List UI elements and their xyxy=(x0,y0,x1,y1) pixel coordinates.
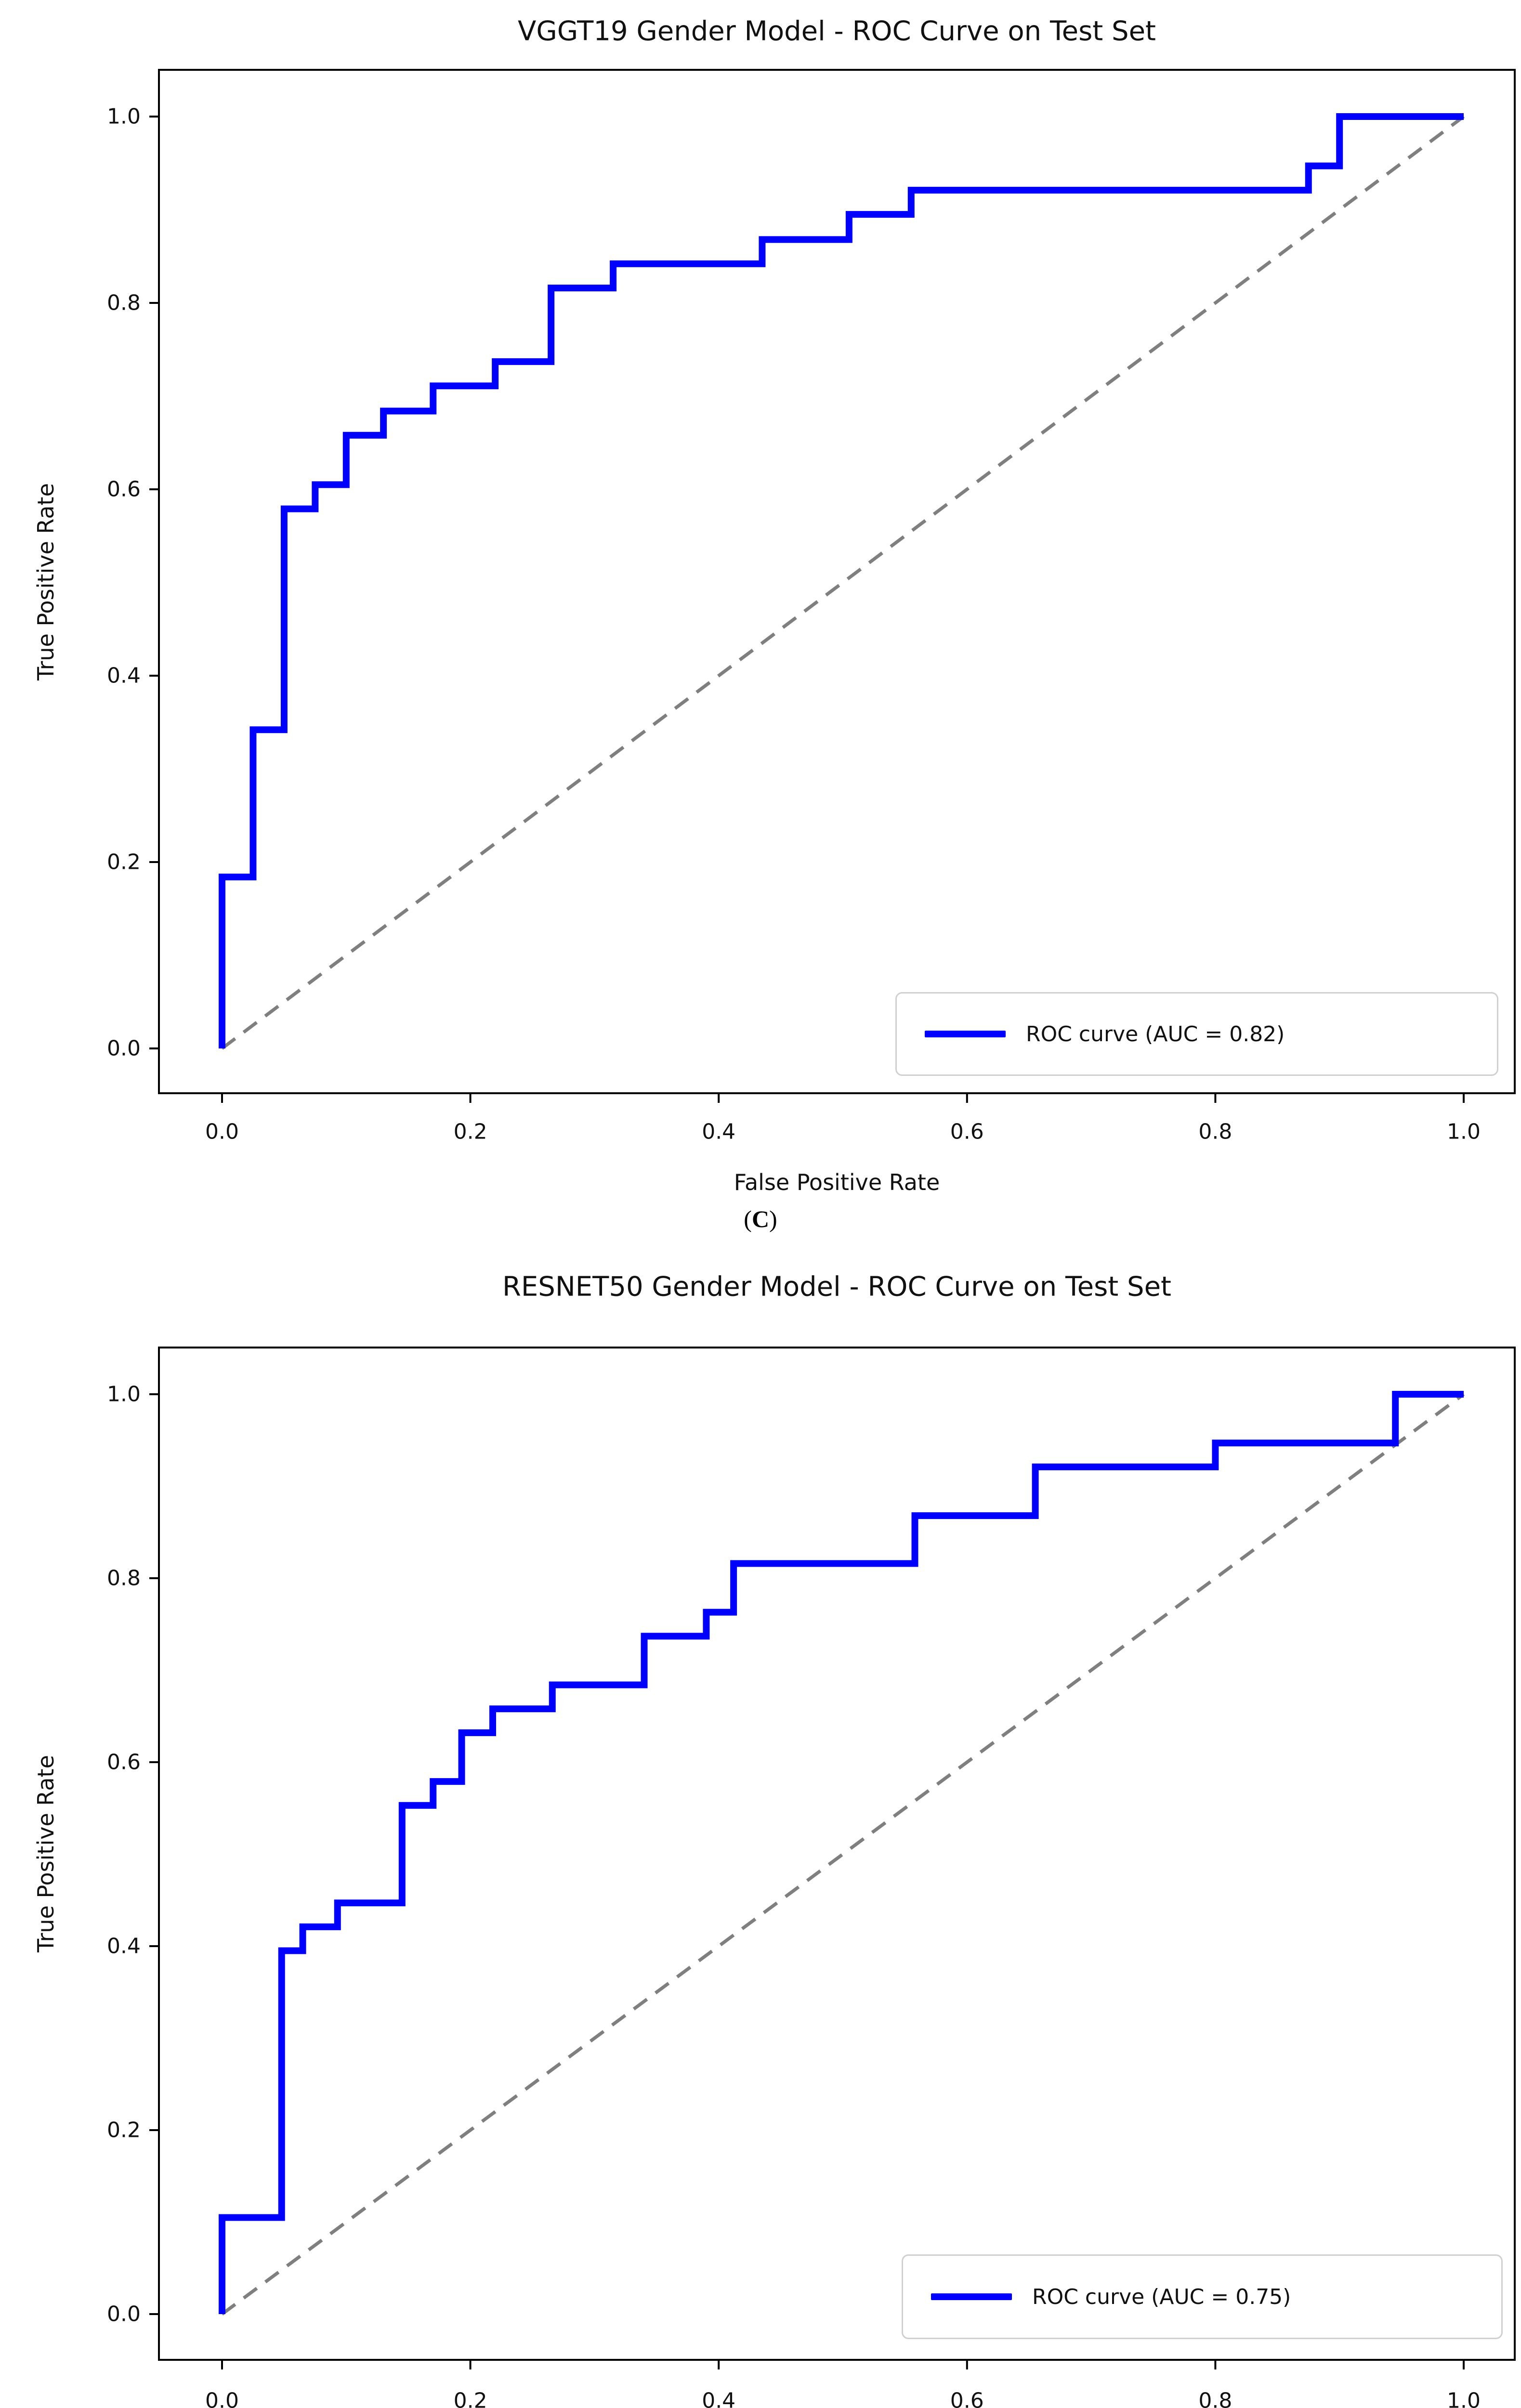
x-tick-label: 1.0 xyxy=(1447,1119,1481,1144)
y-tick-label: 1.0 xyxy=(107,1382,141,1407)
x-tick-label: 0.6 xyxy=(950,1119,984,1144)
x-tick-label: 0.2 xyxy=(453,2388,487,2408)
plot-d-title: RESNET50 Gender Model - ROC Curve on Tes… xyxy=(502,1271,1171,1303)
caption-c-letter: C xyxy=(751,1205,770,1232)
x-tick-label: 0.0 xyxy=(205,2388,239,2408)
x-tick-label: 1.0 xyxy=(1447,2388,1481,2408)
plot-c-legend: ROC curve (AUC = 0.82) xyxy=(895,992,1498,1076)
caption-c-open: ( xyxy=(744,1205,752,1232)
y-tick-label: 0.6 xyxy=(107,477,141,502)
caption-c-close: ) xyxy=(769,1205,777,1232)
y-tick-label: 0.0 xyxy=(107,2302,141,2327)
roc-curve-d xyxy=(219,1391,1464,2314)
x-tick-label: 0.4 xyxy=(702,2388,736,2408)
x-tick-label: 0.8 xyxy=(1198,2388,1233,2408)
y-tick-label: 0.8 xyxy=(107,1566,141,1591)
x-tick-label: 0.8 xyxy=(1198,1119,1233,1144)
plot-d-roc-curve-legend-swatch xyxy=(931,2293,1012,2300)
plot-d-legend: ROC curve (AUC = 0.75) xyxy=(902,2254,1503,2339)
plot-d-legend-label: ROC curve (AUC = 0.75) xyxy=(1032,2284,1291,2309)
y-tick-label: 0.0 xyxy=(107,1036,141,1061)
x-tick-label: 0.0 xyxy=(205,1119,239,1144)
roc-curve-c xyxy=(219,113,1464,1048)
y-tick-label: 0.4 xyxy=(107,1934,141,1959)
plot-c-x-axis-label: False Positive Rate xyxy=(734,1169,940,1195)
plot-d-y-axis-label: True Positive Rate xyxy=(33,1755,59,1952)
plot-c-legend-label: ROC curve (AUC = 0.82) xyxy=(1026,1021,1285,1047)
y-tick-label: 0.6 xyxy=(107,1750,141,1775)
y-tick-label: 0.8 xyxy=(107,290,141,315)
x-tick-label: 0.2 xyxy=(453,1119,487,1144)
y-tick-label: 1.0 xyxy=(107,104,141,129)
y-tick-label: 0.4 xyxy=(107,663,141,688)
plot-c-title: VGGT19 Gender Model - ROC Curve on Test … xyxy=(518,15,1156,47)
y-tick-label: 0.2 xyxy=(107,2118,141,2143)
plot-c-y-axis-label: True Positive Rate xyxy=(33,483,59,681)
x-tick-label: 0.4 xyxy=(702,1119,736,1144)
caption-c: (C) xyxy=(0,1205,1521,1233)
plot-c-roc-curve-legend-swatch xyxy=(925,1031,1006,1037)
y-tick-label: 0.2 xyxy=(107,850,141,875)
x-tick-label: 0.6 xyxy=(950,2388,984,2408)
